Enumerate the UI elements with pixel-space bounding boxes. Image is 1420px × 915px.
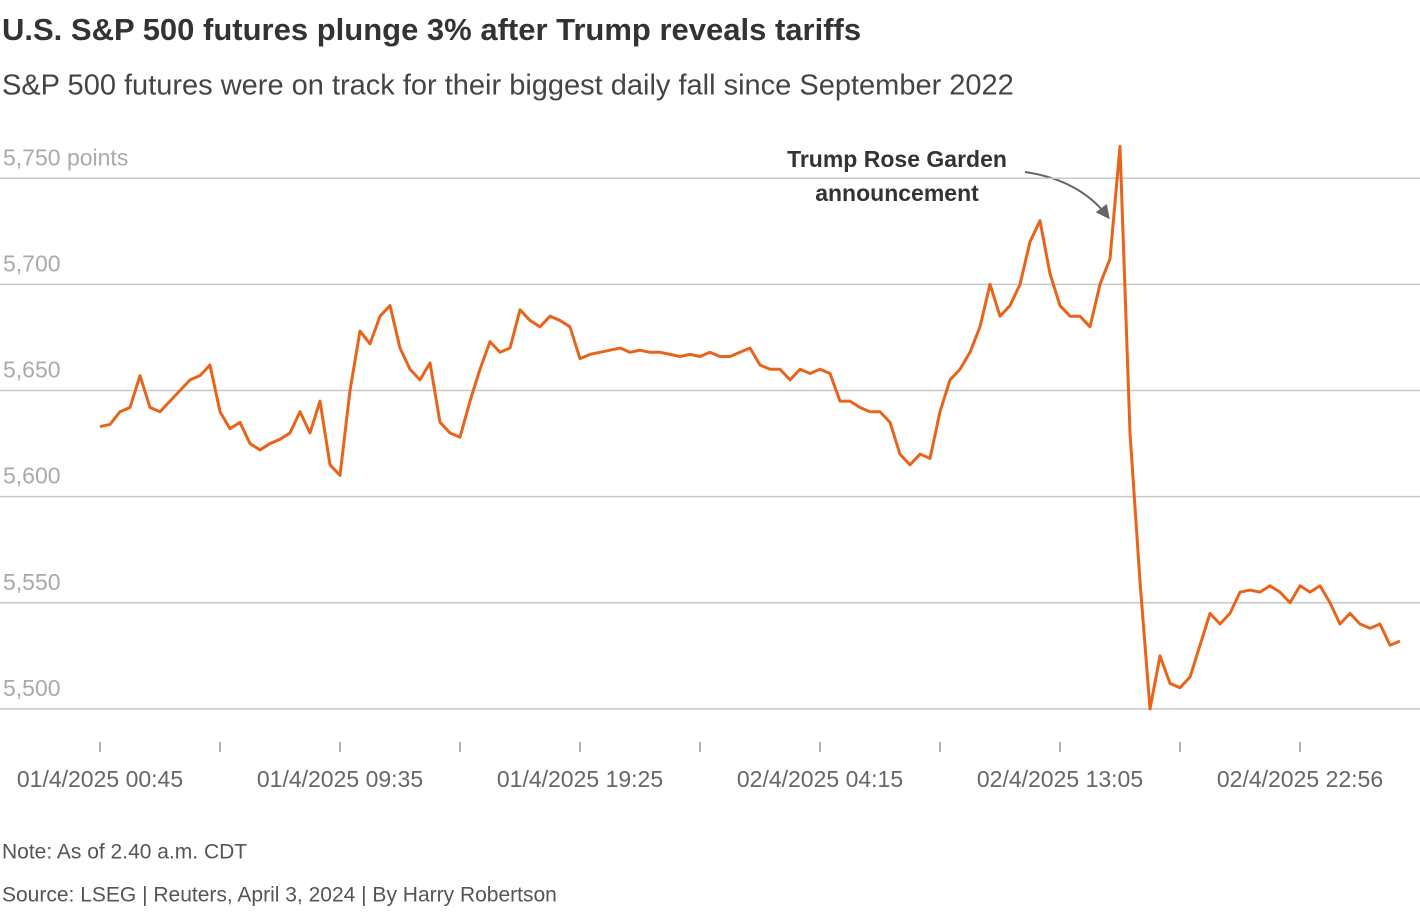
chart-title: U.S. S&P 500 futures plunge 3% after Tru… xyxy=(2,12,861,47)
chart-subtitle: S&P 500 futures were on track for their … xyxy=(2,70,1014,102)
annotation: announcement xyxy=(815,180,979,206)
y-tick-label: 5,600 xyxy=(3,463,61,489)
y-tick-label: 5,500 xyxy=(3,675,61,701)
x-tick-label: 02/4/2025 13:05 xyxy=(977,766,1143,792)
annotation-arrow xyxy=(1024,171,1110,220)
line xyxy=(99,144,1401,711)
y-tick-label: 5,550 xyxy=(3,569,61,595)
x-tick-label: 01/4/2025 00:45 xyxy=(17,766,183,792)
y-tick-label: 5,700 xyxy=(3,250,61,276)
y-tick-label: 5,650 xyxy=(3,357,61,383)
source: Source: LSEG | Reuters, April 3, 2024 | … xyxy=(2,884,557,907)
annotation: Trump Rose Garden xyxy=(787,146,1007,172)
note: Note: As of 2.40 a.m. CDT xyxy=(2,841,247,864)
x-tick-label: 01/4/2025 19:25 xyxy=(497,766,663,792)
x-tick-label: 01/4/2025 09:35 xyxy=(257,766,423,792)
y-tick-label: 5,750 points xyxy=(3,144,128,170)
x-tick-label: 02/4/2025 22:56 xyxy=(1217,766,1383,792)
x-tick-label: 02/4/2025 04:15 xyxy=(737,766,903,792)
